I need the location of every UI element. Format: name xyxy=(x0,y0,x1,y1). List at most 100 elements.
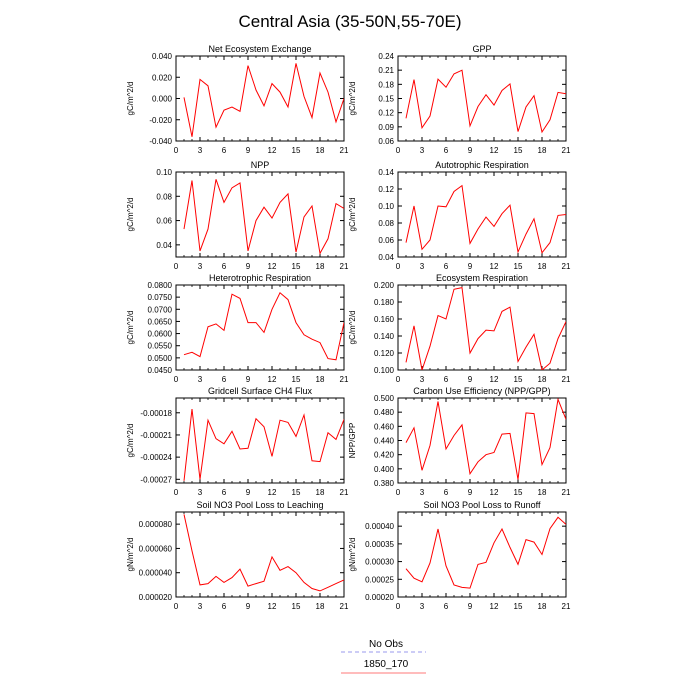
plot-frame-gridcell-surface-ch4-flux xyxy=(175,397,345,484)
y-tick-label: 0.14 xyxy=(378,168,394,177)
x-tick-label: 18 xyxy=(316,375,325,384)
x-tick-label: 21 xyxy=(340,375,349,384)
x-tick-label: 18 xyxy=(316,262,325,271)
x-tick-label: 3 xyxy=(420,146,425,155)
x-tick-label: 21 xyxy=(340,262,349,271)
x-tick-label: 18 xyxy=(538,262,547,271)
y-axis-label-heterotrophic-respiration: gC/m^2/d xyxy=(126,311,135,345)
x-tick-label: 0 xyxy=(174,375,179,384)
panel-title-carbon-use-efficiency-npp-gpp: Carbon Use Efficiency (NPP/GPP) xyxy=(413,386,550,396)
x-tick-label: 21 xyxy=(340,488,349,497)
x-tick-label: 3 xyxy=(198,375,203,384)
panel-title-ecosystem-respiration: Ecosystem Respiration xyxy=(436,273,528,283)
y-tick-label: 0.0550 xyxy=(148,342,173,351)
y-tick-label: 0.460 xyxy=(374,422,395,431)
x-tick-label: 21 xyxy=(340,602,349,611)
x-tick-label: 0 xyxy=(174,602,179,611)
y-tick-label: 0.00040 xyxy=(365,522,394,531)
x-tick-label: 6 xyxy=(222,146,227,155)
y-tick-label: 0.000060 xyxy=(139,544,173,553)
plot-frame-heterotrophic-respiration xyxy=(175,284,345,371)
x-tick-label: 0 xyxy=(396,375,401,384)
x-tick-label: 9 xyxy=(468,488,473,497)
y-tick-label: 0.18 xyxy=(378,80,394,89)
panel-soil-no3-pool-loss-to-leaching: Soil NO3 Pool Loss to Leaching 0 3 6 9 12 15 18… xyxy=(126,500,349,611)
panel-heterotrophic-respiration: Heterotrophic Respiration 0 3 6 9 12 15 18 21 0.0… xyxy=(126,273,349,384)
y-tick-label: 0.12 xyxy=(378,109,394,118)
y-axis-label-net-ecosystem-exchange: gC/m^2/d xyxy=(126,82,135,116)
series-line-ecosystem-respiration xyxy=(405,286,566,370)
x-tick-label: 18 xyxy=(538,488,547,497)
y-tick-label: 0.140 xyxy=(374,332,395,341)
panel-net-ecosystem-exchange: Net Ecosystem Exchange 0 3 6 9 12 15 18 21 -0.040… xyxy=(126,44,349,155)
y-tick-label: 0.0750 xyxy=(148,293,173,302)
x-tick-label: 3 xyxy=(420,262,425,271)
x-tick-label: 12 xyxy=(490,602,499,611)
y-tick-label: 0.040 xyxy=(152,52,173,61)
panel-title-soil-no3-pool-loss-to-leaching: Soil NO3 Pool Loss to Leaching xyxy=(196,500,323,510)
x-tick-label: 6 xyxy=(222,375,227,384)
x-tick-label: 3 xyxy=(198,488,203,497)
y-tick-label: 0.200 xyxy=(374,281,395,290)
y-tick-label: 0.00020 xyxy=(365,593,394,602)
panel-gpp: GPP 0 3 6 9 12 15 18 21 0.06 0.09 0.12 0.15 0.18 0.21 0… xyxy=(348,44,571,155)
panel-npp: NPP 0 3 6 9 12 15 18 21 0.04 0.06 0.08 0.10 gC/m^2/d xyxy=(126,160,349,271)
series-line-gridcell-surface-ch4-flux xyxy=(183,409,344,481)
x-tick-label: 15 xyxy=(292,602,301,611)
x-tick-label: 0 xyxy=(174,146,179,155)
x-tick-label: 18 xyxy=(538,375,547,384)
x-tick-label: 9 xyxy=(246,262,251,271)
x-tick-label: 18 xyxy=(316,488,325,497)
x-tick-label: 6 xyxy=(444,375,449,384)
x-tick-label: 0 xyxy=(174,262,179,271)
x-tick-label: 6 xyxy=(222,262,227,271)
y-tick-label: 0.00025 xyxy=(365,575,394,584)
x-tick-label: 15 xyxy=(514,602,523,611)
x-tick-label: 15 xyxy=(514,146,523,155)
x-tick-label: 3 xyxy=(198,262,203,271)
x-tick-label: 0 xyxy=(174,488,179,497)
legend-label-1850-170: 1850_170 xyxy=(364,659,409,670)
x-tick-label: 9 xyxy=(468,262,473,271)
y-tick-label: 0.21 xyxy=(378,66,394,75)
x-tick-label: 9 xyxy=(246,375,251,384)
y-tick-label: 0.160 xyxy=(374,315,395,324)
series-line-soil-no3-pool-loss-to-runoff xyxy=(405,516,566,589)
x-tick-label: 6 xyxy=(222,602,227,611)
x-tick-label: 12 xyxy=(268,262,277,271)
panel-grid: Net Ecosystem Exchange 0 3 6 9 12 15 18 21 -0.040… xyxy=(126,44,571,611)
y-axis-label-npp: gC/m^2/d xyxy=(126,198,135,232)
x-tick-label: 18 xyxy=(538,602,547,611)
x-tick-label: 15 xyxy=(292,146,301,155)
x-tick-label: 18 xyxy=(316,146,325,155)
x-tick-label: 12 xyxy=(490,146,499,155)
x-tick-label: 15 xyxy=(514,262,523,271)
y-tick-label: 0.10 xyxy=(378,202,394,211)
series-line-gpp xyxy=(405,69,566,134)
plot-frame-npp xyxy=(175,171,345,258)
x-tick-label: 15 xyxy=(514,488,523,497)
x-tick-label: 9 xyxy=(246,146,251,155)
y-tick-label: -0.00021 xyxy=(140,431,172,440)
series-line-heterotrophic-respiration xyxy=(183,292,344,361)
panel-title-npp: NPP xyxy=(251,160,270,170)
y-tick-label: 0.100 xyxy=(374,366,395,375)
x-tick-label: 18 xyxy=(538,146,547,155)
y-tick-label: 0.08 xyxy=(378,219,394,228)
x-tick-label: 15 xyxy=(514,375,523,384)
y-tick-label: 0.500 xyxy=(374,394,395,403)
y-tick-label: -0.040 xyxy=(149,137,172,146)
y-tick-label: 0.00035 xyxy=(365,540,394,549)
panel-title-soil-no3-pool-loss-to-runoff: Soil NO3 Pool Loss to Runoff xyxy=(424,500,541,510)
panel-title-heterotrophic-respiration: Heterotrophic Respiration xyxy=(209,273,311,283)
x-tick-label: 6 xyxy=(444,602,449,611)
panel-carbon-use-efficiency-npp-gpp: Carbon Use Efficiency (NPP/GPP) 0 3 6 9 12 15 1… xyxy=(348,386,571,497)
y-tick-label: 0.0650 xyxy=(148,317,173,326)
panel-title-gridcell-surface-ch4-flux: Gridcell Surface CH4 Flux xyxy=(208,386,313,396)
legend-label-no-obs: No Obs xyxy=(369,639,403,650)
x-tick-label: 0 xyxy=(396,146,401,155)
x-tick-label: 3 xyxy=(420,602,425,611)
x-tick-label: 6 xyxy=(222,488,227,497)
series-line-net-ecosystem-exchange xyxy=(183,63,344,137)
